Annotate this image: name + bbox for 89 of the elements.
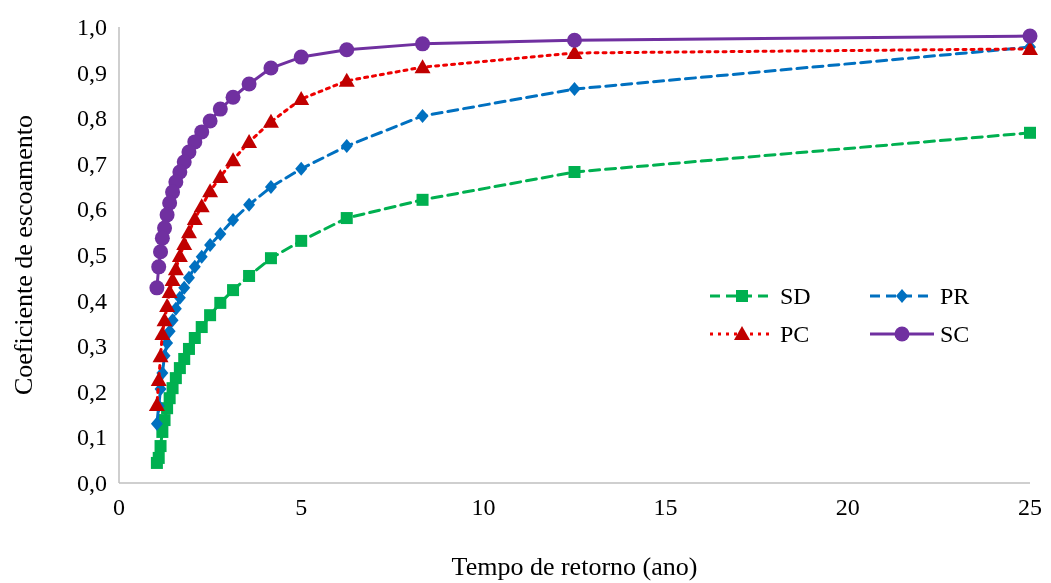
point [149, 280, 165, 296]
point [204, 237, 217, 252]
point [176, 236, 193, 251]
point [295, 234, 308, 247]
point [416, 108, 429, 123]
y-tick-label: 0,4 [77, 287, 107, 314]
point [568, 82, 581, 97]
point [264, 180, 277, 195]
y-tick-label: 0,7 [77, 150, 107, 177]
point [264, 252, 277, 265]
y-tick-label: 0,0 [77, 470, 107, 496]
point [241, 76, 257, 92]
x-tick-label: 10 [471, 494, 496, 520]
point [150, 371, 167, 386]
y-tick-label: 0,3 [77, 333, 107, 360]
point [186, 210, 203, 225]
point [339, 42, 355, 58]
point [154, 325, 171, 340]
y-tick-label: 0,9 [77, 59, 107, 86]
point [225, 89, 241, 105]
point [1024, 126, 1036, 139]
point [338, 72, 355, 87]
point [180, 224, 197, 239]
point [150, 456, 163, 469]
point [188, 331, 201, 344]
legend-label: PR [940, 283, 970, 309]
point [241, 133, 258, 148]
point [414, 59, 431, 74]
point [156, 425, 169, 438]
point [340, 139, 353, 154]
legend-label: SD [780, 283, 811, 309]
legend-label: PC [780, 321, 810, 347]
point [568, 166, 581, 179]
point [212, 169, 229, 184]
y-tick-label: 1,0 [77, 14, 107, 40]
point [182, 342, 195, 355]
y-tick-label: 0,1 [77, 424, 107, 451]
x-tick-label: 20 [835, 494, 860, 520]
x-tick-label: 5 [295, 494, 308, 520]
point [154, 230, 170, 246]
x-tick-label: 0 [113, 494, 125, 520]
y-tick-label: 0,8 [77, 105, 107, 132]
point [150, 416, 163, 431]
y-axis-title: Coeficiente de escoamento [9, 114, 38, 396]
point [567, 32, 582, 48]
point [193, 198, 210, 213]
point [148, 397, 165, 412]
point [204, 309, 217, 322]
point [159, 298, 176, 313]
point [195, 321, 208, 334]
point [262, 113, 279, 128]
point [1022, 28, 1038, 44]
legend-label: SC [940, 321, 970, 347]
point [151, 259, 167, 275]
point [214, 296, 227, 309]
x-tick-label: 15 [653, 494, 678, 520]
point [167, 261, 184, 276]
point [153, 244, 169, 260]
point [202, 113, 218, 129]
point [293, 91, 310, 106]
point [243, 197, 256, 212]
point [188, 259, 201, 274]
x-axis-title: Tempo de retorno (ano) [451, 552, 698, 581]
x-tick-label: 25 [1018, 494, 1042, 520]
point [178, 280, 191, 295]
point [295, 161, 308, 176]
point [214, 227, 227, 242]
point [293, 49, 309, 65]
point [415, 36, 431, 52]
point [227, 212, 240, 227]
point [152, 348, 169, 363]
point [182, 270, 195, 285]
point [202, 183, 219, 198]
point [212, 101, 228, 117]
point [243, 269, 256, 282]
point [416, 193, 429, 206]
point [195, 249, 208, 264]
point [227, 284, 240, 297]
y-tick-label: 0,2 [77, 378, 107, 405]
point [194, 124, 210, 140]
y-tick-label: 0,6 [77, 196, 107, 223]
point [340, 212, 353, 225]
point [156, 312, 173, 327]
y-tick-label: 0,5 [77, 242, 107, 268]
point [225, 152, 242, 167]
point [173, 290, 186, 305]
point [154, 440, 167, 453]
point [263, 60, 279, 76]
point [159, 207, 175, 223]
